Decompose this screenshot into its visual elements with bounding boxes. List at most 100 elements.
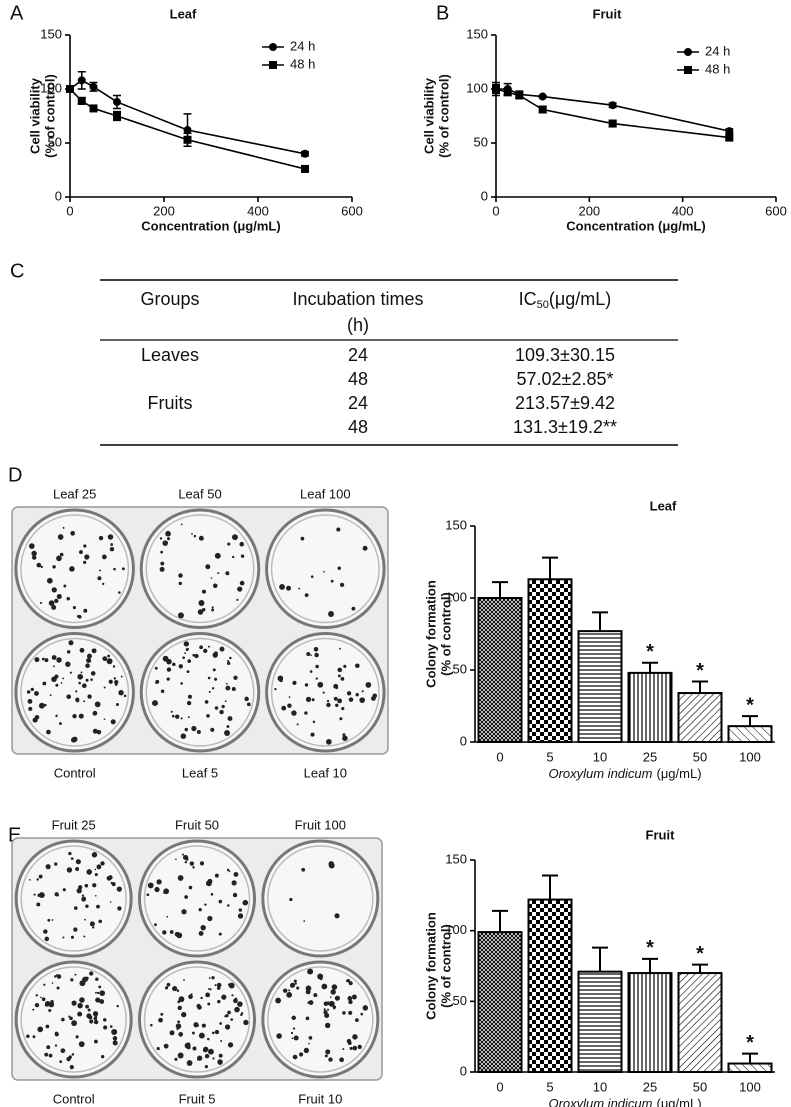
colony <box>52 565 56 569</box>
colony <box>69 1065 74 1070</box>
colony <box>32 717 38 723</box>
colony <box>237 586 243 592</box>
colony <box>283 988 288 993</box>
colony <box>224 700 227 702</box>
colony <box>177 1052 184 1059</box>
colony <box>349 1046 353 1050</box>
legend-label: 24 h <box>290 38 315 53</box>
x-axis-label: Concentration (μg/mL) <box>141 218 280 233</box>
colony <box>212 668 216 672</box>
plate <box>138 839 256 958</box>
colony <box>201 589 206 594</box>
colony <box>191 725 197 732</box>
colony <box>85 663 90 669</box>
colony <box>66 596 70 601</box>
table-header: IC50(μg/mL) <box>519 289 612 311</box>
colony <box>226 868 230 872</box>
error-bar <box>542 874 558 900</box>
colony <box>315 664 319 669</box>
colony <box>111 882 116 887</box>
colony <box>197 1055 203 1061</box>
colony <box>82 683 87 689</box>
colony <box>73 927 78 932</box>
bar <box>627 671 673 744</box>
colony <box>311 698 315 702</box>
colony <box>312 720 316 724</box>
colony <box>162 655 169 662</box>
colony <box>224 1024 231 1030</box>
colony <box>93 1019 99 1025</box>
colony <box>83 700 86 703</box>
colony <box>239 580 245 586</box>
marker <box>301 164 309 173</box>
colony <box>96 864 102 870</box>
colony <box>204 700 209 704</box>
marker <box>183 135 192 144</box>
marker <box>538 105 547 114</box>
colony <box>304 683 309 687</box>
colony <box>77 673 84 680</box>
colony <box>341 706 345 711</box>
colony <box>200 924 206 931</box>
colony <box>26 690 31 694</box>
bar <box>727 1062 773 1074</box>
colony <box>43 983 46 986</box>
colony <box>289 897 293 902</box>
colony <box>310 732 315 737</box>
plate-rim <box>145 514 255 624</box>
colony <box>355 663 360 669</box>
plate-rim <box>20 966 127 1073</box>
colony <box>301 867 306 872</box>
colony <box>71 1020 78 1027</box>
colony <box>337 566 341 570</box>
colony <box>103 718 106 720</box>
colony <box>29 543 35 549</box>
colony <box>156 1046 160 1051</box>
colony <box>184 652 186 654</box>
colony <box>310 575 314 579</box>
colony <box>79 997 85 1003</box>
colony <box>221 704 225 709</box>
error-bar <box>492 581 508 598</box>
colony <box>198 1032 205 1039</box>
x-tick-label: 10 <box>593 749 607 764</box>
y-tick-label: 150 <box>445 517 467 532</box>
colony <box>75 690 78 693</box>
colony <box>288 989 291 992</box>
error-bar <box>592 611 608 632</box>
colony <box>187 647 190 650</box>
colony <box>164 986 169 990</box>
colony <box>169 930 174 934</box>
marker <box>77 96 86 105</box>
panel-label: A <box>10 2 24 24</box>
colony <box>231 534 238 541</box>
colony <box>103 1025 108 1030</box>
colony <box>210 577 213 579</box>
colony <box>183 641 190 647</box>
colony <box>226 725 230 729</box>
colony <box>352 1045 358 1051</box>
colony <box>60 1048 66 1054</box>
colony <box>225 1014 229 1018</box>
chart-title: Fruit <box>646 827 676 842</box>
colony <box>231 687 236 692</box>
colony <box>216 982 222 988</box>
colony <box>54 1044 58 1047</box>
colony <box>96 729 102 735</box>
colony <box>206 714 210 718</box>
colony <box>111 1028 118 1035</box>
marker <box>608 119 617 128</box>
colony <box>41 997 46 1002</box>
colony <box>34 1002 40 1008</box>
colony <box>62 677 65 680</box>
colony <box>79 550 83 555</box>
colony <box>244 696 249 702</box>
y-axis-label: Colony formation <box>423 580 438 688</box>
colony <box>228 982 235 989</box>
colony <box>107 654 110 658</box>
colony <box>147 882 154 889</box>
colony <box>303 920 306 923</box>
colony <box>204 1053 210 1059</box>
colony <box>328 1057 333 1062</box>
colony <box>324 1022 331 1029</box>
